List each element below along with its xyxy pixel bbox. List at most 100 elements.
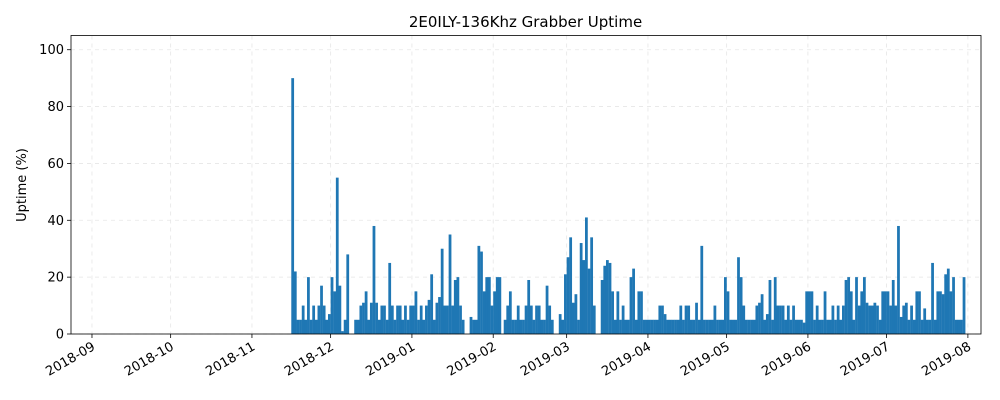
bar [883, 291, 887, 334]
bar [354, 319, 358, 334]
bar [723, 277, 727, 334]
bar [432, 319, 436, 334]
x-tick-label: 2018-09 [43, 339, 98, 379]
bar [889, 305, 892, 334]
bar [480, 251, 483, 334]
bar [411, 305, 415, 334]
bar [645, 319, 649, 334]
bar [933, 319, 937, 334]
bar [540, 319, 544, 334]
bar [516, 305, 520, 334]
bar [918, 291, 921, 334]
y-axis: 0 20 40 60 80 100 [39, 43, 71, 343]
bar [731, 319, 735, 334]
bar [364, 291, 368, 334]
bar [519, 319, 523, 334]
bar [760, 294, 764, 334]
bar [962, 277, 966, 334]
chart-title: 2E0ILY-136Khz Grabber Uptime [409, 13, 642, 31]
x-tick-label: 2019-03 [518, 339, 573, 379]
bar [393, 319, 397, 334]
bar [944, 274, 948, 334]
x-tick-label: 2018-12 [282, 339, 337, 379]
bar [750, 319, 753, 334]
bar [320, 285, 323, 334]
bar [891, 279, 895, 334]
bar [461, 319, 465, 334]
bar [792, 305, 795, 334]
bar [710, 319, 714, 334]
bar [870, 305, 874, 334]
bar [398, 305, 402, 334]
bar [899, 316, 903, 334]
bar [314, 319, 318, 334]
bar [385, 319, 389, 334]
bar [946, 268, 950, 334]
bar [571, 302, 575, 334]
bar [380, 305, 384, 334]
bar [532, 319, 536, 334]
bar [566, 257, 570, 334]
bar [668, 319, 672, 334]
bar [592, 305, 596, 334]
bar [936, 291, 940, 334]
bar [419, 305, 423, 334]
bar [763, 319, 767, 334]
bar [346, 254, 350, 334]
bar [506, 305, 510, 334]
bar [689, 319, 693, 334]
bar [752, 319, 756, 334]
bar [493, 291, 496, 334]
bar [291, 78, 295, 335]
bar [931, 262, 934, 334]
bar [438, 297, 441, 334]
bar [377, 319, 381, 334]
bar [844, 279, 848, 334]
bar [920, 319, 924, 334]
bar [897, 225, 900, 334]
bar [886, 291, 890, 334]
bar [663, 314, 667, 334]
bar [535, 305, 538, 334]
bar [582, 260, 586, 334]
bar [325, 319, 329, 334]
bar [322, 305, 326, 334]
bar [495, 277, 499, 334]
bar [802, 322, 806, 334]
bar [815, 305, 819, 334]
bar [876, 305, 879, 334]
bar [781, 305, 785, 334]
bar [522, 319, 525, 334]
bar [472, 319, 476, 334]
bar [422, 319, 426, 334]
bar [912, 319, 916, 334]
bar [737, 257, 740, 334]
bar [569, 237, 573, 334]
bar [372, 225, 376, 334]
x-tick-label: 2018-11 [203, 339, 258, 379]
bar [705, 319, 709, 334]
bar [574, 294, 578, 334]
bar [328, 314, 331, 334]
bar [786, 305, 790, 334]
bar [409, 305, 413, 334]
bar [679, 305, 683, 334]
bar [784, 319, 788, 334]
y-tick-label: 0 [56, 328, 64, 343]
y-tick-label: 100 [39, 43, 64, 58]
bar [550, 319, 554, 334]
x-tick-label: 2019-05 [678, 339, 733, 379]
bar [805, 291, 809, 334]
x-tick-label: 2018-10 [122, 339, 177, 379]
bar [821, 319, 824, 334]
bar [800, 319, 803, 334]
bar [613, 319, 617, 334]
bar [797, 319, 801, 334]
bar [577, 319, 580, 334]
bar [440, 248, 444, 334]
bar [485, 277, 489, 334]
bar [842, 305, 845, 334]
bar [343, 319, 347, 334]
bar [482, 291, 486, 334]
bar [904, 302, 908, 334]
